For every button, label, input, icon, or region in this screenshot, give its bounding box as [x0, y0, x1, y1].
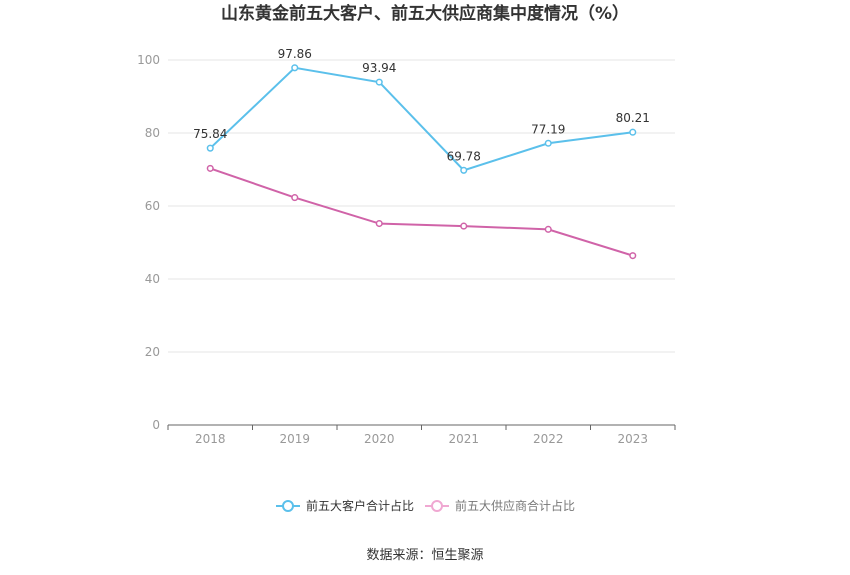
data-point[interactable] [544, 139, 552, 147]
y-axis: 0 20 40 60 80 100 [137, 53, 160, 432]
data-point[interactable] [206, 144, 214, 152]
data-labels: 75.84 97.86 93.94 69.78 77.19 80.21 [193, 47, 650, 163]
data-label: 93.94 [362, 61, 396, 75]
data-label: 77.19 [531, 122, 565, 136]
data-point[interactable] [206, 164, 214, 172]
grid-lines [168, 59, 675, 353]
data-label: 75.84 [193, 127, 227, 141]
legend-item-suppliers[interactable]: 前五大供应商合计占比 [425, 498, 575, 513]
x-tick-label: 2021 [448, 432, 479, 446]
y-tick-label: 100 [137, 53, 160, 67]
legend-label-suppliers: 前五大供应商合计占比 [455, 498, 575, 513]
x-tick-label: 2022 [533, 432, 564, 446]
data-point[interactable] [291, 64, 299, 72]
data-point[interactable] [460, 166, 468, 174]
x-axis: 2018 2019 2020 2021 2022 2023 [167, 425, 676, 446]
data-point[interactable] [375, 78, 383, 86]
x-tick-label: 2019 [279, 432, 310, 446]
legend-marker-suppliers [431, 500, 443, 512]
x-tick-label: 2018 [195, 432, 226, 446]
legend-label-customers: 前五大客户合计占比 [306, 498, 414, 513]
legend-item-customers[interactable]: 前五大客户合计占比 [276, 498, 414, 513]
data-point[interactable] [291, 194, 299, 202]
series-line-1 [209, 66, 633, 172]
source-note: 数据来源：恒生聚源 [366, 548, 483, 563]
y-tick-label: 60 [145, 199, 160, 213]
x-tick-label: 2020 [364, 432, 395, 446]
chart-title: 山东黄金前五大客户、前五大供应商集中度情况（%） [221, 3, 629, 24]
y-tick-label: 40 [145, 272, 160, 286]
y-tick-label: 0 [152, 418, 160, 432]
data-label: 69.78 [447, 149, 481, 163]
data-point[interactable] [629, 128, 637, 136]
series-line-2 [209, 167, 634, 257]
x-tick-label: 2023 [617, 432, 648, 446]
data-point[interactable] [375, 219, 383, 228]
y-tick-label: 80 [145, 126, 160, 140]
data-point[interactable] [629, 252, 637, 260]
data-point[interactable] [544, 225, 552, 233]
y-tick-label: 20 [145, 345, 160, 359]
data-label: 97.86 [278, 47, 312, 61]
data-label: 80.21 [616, 111, 650, 125]
legend: 前五大客户合计占比 前五大供应商合计占比 [276, 498, 575, 513]
series-layer [206, 64, 637, 260]
data-point[interactable] [460, 222, 468, 230]
legend-marker-customers [282, 500, 294, 512]
